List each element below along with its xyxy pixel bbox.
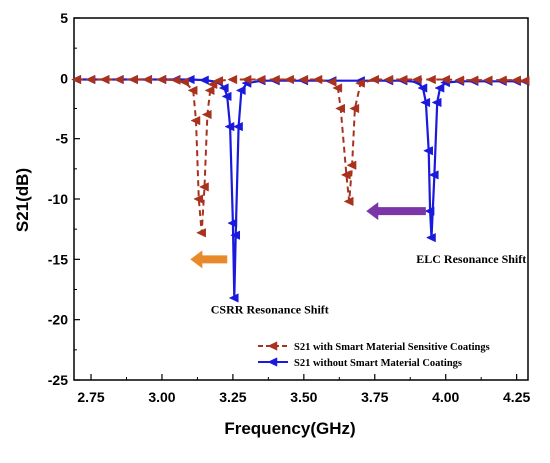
data-point <box>142 74 153 85</box>
data-point <box>85 74 96 85</box>
data-point <box>204 85 215 96</box>
arrow-head <box>190 250 203 269</box>
x-tick-label: 4.00 <box>432 389 459 405</box>
series-layer <box>71 74 530 303</box>
data-point <box>235 85 246 96</box>
data-point <box>343 196 354 207</box>
data-point <box>482 75 493 85</box>
data-point <box>227 74 238 85</box>
data-point <box>355 78 365 88</box>
data-point <box>332 83 343 93</box>
data-point <box>468 75 479 85</box>
data-point <box>198 75 209 85</box>
data-point <box>198 182 209 192</box>
data-point <box>425 232 436 243</box>
data-point <box>428 170 439 180</box>
y-tick-label: 5 <box>60 10 68 26</box>
data-point <box>241 74 252 85</box>
plot-frame <box>73 17 529 381</box>
data-point <box>369 74 380 85</box>
x-tick-label: 2.75 <box>77 389 104 405</box>
data-point <box>425 74 436 85</box>
data-point <box>298 74 309 85</box>
shift-arrow-1 <box>366 202 426 221</box>
data-point <box>218 83 229 93</box>
data-point <box>411 74 422 85</box>
data-point <box>187 85 198 96</box>
data-point <box>346 160 357 170</box>
data-point <box>213 76 223 86</box>
plot-axes: 5 0 -5 -10 -15 -20 -25 2.75 3.00 3.25 3.50 3.75 4.00… <box>48 10 531 405</box>
data-point <box>156 74 167 85</box>
data-point <box>99 74 110 85</box>
data-point <box>496 75 507 85</box>
data-point <box>230 230 240 240</box>
x-tick-label: 4.25 <box>503 389 530 405</box>
series-line <box>76 78 526 233</box>
legend-marker <box>267 341 278 351</box>
data-point <box>196 228 206 238</box>
annotation-0: CSRR Resonance Shift <box>211 303 329 317</box>
legend-entry-0: S21 with Smart Material Sensitive Coatin… <box>258 341 490 353</box>
y-tick-label: -5 <box>56 131 69 147</box>
data-point <box>383 74 394 85</box>
data-point <box>424 206 435 216</box>
x-tick-label: 3.00 <box>148 389 175 405</box>
data-point <box>193 194 204 204</box>
data-point <box>511 75 521 85</box>
series-1 <box>71 74 530 303</box>
data-point <box>255 74 266 85</box>
legend-entry-1: S21 without Smart Material Coatings <box>258 357 462 369</box>
data-point <box>190 115 201 126</box>
data-point <box>349 103 360 114</box>
x-tick-label: 3.75 <box>361 389 388 405</box>
x-axis-title: Frequency(GHz) <box>224 419 355 438</box>
y-tick-label: -10 <box>48 191 68 207</box>
x-tick-label: 3.50 <box>290 389 317 405</box>
data-point <box>170 75 181 85</box>
data-point <box>340 170 351 180</box>
x-tick-label: 3.25 <box>219 389 246 405</box>
data-point <box>434 83 445 93</box>
arrow-head <box>366 202 379 221</box>
data-point <box>519 76 530 86</box>
data-point <box>420 97 431 108</box>
shift-arrow-0 <box>190 250 228 269</box>
legend-label: S21 without Smart Material Coatings <box>294 358 462 369</box>
data-point <box>201 109 212 120</box>
legend-marker <box>267 357 278 367</box>
y-tick-label: 0 <box>60 70 68 86</box>
data-point <box>312 74 323 85</box>
series-0 <box>71 74 530 238</box>
data-point <box>335 103 345 114</box>
data-point <box>128 74 138 85</box>
data-point <box>431 97 442 108</box>
data-point <box>179 77 189 87</box>
annotation-1: ELC Resonance Shift <box>416 252 526 266</box>
data-point <box>454 75 465 85</box>
legend: S21 with Smart Material Sensitive Coatin… <box>258 341 490 369</box>
data-point <box>284 74 294 85</box>
data-point <box>227 218 238 228</box>
data-point <box>221 91 232 102</box>
data-point <box>417 83 428 93</box>
y-tick-label: -25 <box>48 372 68 388</box>
data-point <box>232 121 243 132</box>
data-point <box>184 74 195 85</box>
data-point <box>207 79 218 90</box>
data-point <box>228 293 239 303</box>
y-tick-label: -20 <box>48 312 68 328</box>
annotation-layer: CSRR Resonance Shift ELC Resonance Shift <box>190 202 526 317</box>
data-point <box>71 74 82 85</box>
data-point <box>326 77 337 87</box>
legend-label: S21 with Smart Material Sensitive Coatin… <box>294 342 490 353</box>
data-point <box>113 74 124 85</box>
data-point <box>440 74 450 85</box>
data-point <box>397 74 408 85</box>
data-point <box>423 146 433 156</box>
y-axis-title: S21(dB) <box>13 168 32 232</box>
y-tick-label: -15 <box>48 251 68 267</box>
data-point <box>269 74 280 85</box>
